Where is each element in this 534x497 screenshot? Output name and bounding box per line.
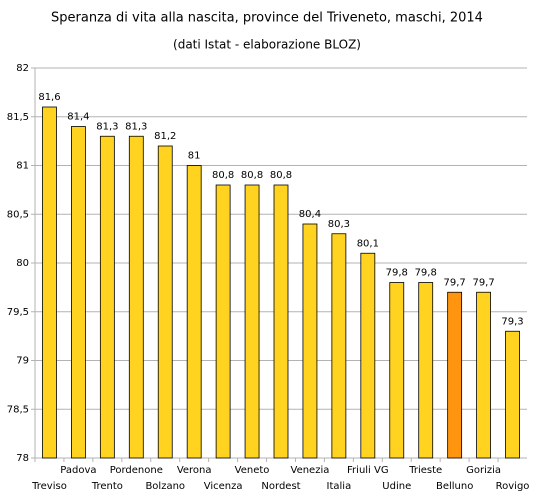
y-tick-label: 81 bbox=[16, 161, 29, 172]
value-label: 80,8 bbox=[212, 170, 234, 181]
bar bbox=[389, 282, 405, 459]
x-tick-label: Italia bbox=[327, 481, 352, 492]
bar bbox=[273, 184, 289, 459]
y-tick-label: 80,5 bbox=[7, 209, 29, 220]
value-label: 79,3 bbox=[501, 316, 523, 327]
bar bbox=[360, 252, 376, 459]
x-tick-label: Veneto bbox=[235, 465, 270, 476]
x-tick-label: Vicenza bbox=[204, 481, 243, 492]
bar bbox=[244, 184, 260, 459]
bar bbox=[128, 135, 144, 459]
bar bbox=[157, 145, 173, 459]
y-tick-label: 81,5 bbox=[7, 112, 29, 123]
x-tick-label: Venezia bbox=[291, 465, 330, 476]
chart-subtitle: (dati Istat - elaborazione BLOZ) bbox=[173, 38, 361, 52]
value-label: 80,4 bbox=[299, 209, 321, 220]
y-tick-label: 79 bbox=[16, 356, 29, 367]
value-label: 81 bbox=[188, 151, 201, 162]
value-label: 80,8 bbox=[241, 170, 263, 181]
y-tick-label: 79,5 bbox=[7, 307, 29, 318]
x-tick-label: Pordenone bbox=[110, 465, 163, 476]
bar bbox=[215, 184, 231, 459]
x-tick-label: Gorizia bbox=[466, 465, 501, 476]
value-label: 79,8 bbox=[386, 268, 408, 279]
chart-title: Speranza di vita alla nascita, province … bbox=[51, 11, 483, 26]
bar bbox=[42, 106, 57, 459]
value-label: 80,3 bbox=[328, 219, 350, 230]
value-label: 80,1 bbox=[357, 238, 379, 249]
bar bbox=[447, 291, 463, 459]
value-label: 81,3 bbox=[125, 121, 147, 132]
value-label: 81,4 bbox=[67, 112, 89, 123]
bar bbox=[476, 291, 491, 459]
y-tick-label: 78,5 bbox=[7, 404, 29, 415]
bar bbox=[71, 126, 86, 459]
bar bbox=[418, 282, 434, 459]
value-label: 79,7 bbox=[444, 277, 466, 288]
value-label: 79,7 bbox=[472, 277, 494, 288]
value-label: 81,3 bbox=[96, 121, 118, 132]
y-tick-label: 82 bbox=[16, 63, 29, 74]
bar bbox=[331, 233, 347, 459]
value-label: 81,6 bbox=[38, 92, 60, 103]
bar bbox=[505, 330, 520, 459]
y-tick-label: 80 bbox=[16, 258, 29, 269]
x-tick-label: Trieste bbox=[408, 465, 442, 476]
bar bbox=[99, 135, 115, 459]
x-tick-label: Verona bbox=[177, 465, 212, 476]
x-tick-label: Padova bbox=[60, 465, 96, 476]
x-tick-label: Nordest bbox=[261, 481, 300, 492]
x-tick-label: Treviso bbox=[31, 481, 67, 492]
value-label: 79,8 bbox=[415, 268, 437, 279]
x-tick-label: Belluno bbox=[436, 481, 473, 492]
bar bbox=[186, 165, 202, 459]
x-tick-label: Rovigo bbox=[496, 481, 530, 492]
value-label: 80,8 bbox=[270, 170, 292, 181]
y-tick-label: 78 bbox=[16, 453, 29, 464]
x-tick-label: Bolzano bbox=[145, 481, 185, 492]
value-label: 81,2 bbox=[154, 131, 176, 142]
bar bbox=[302, 223, 318, 459]
x-tick-label: Trento bbox=[91, 481, 123, 492]
x-tick-label: Udine bbox=[382, 481, 411, 492]
x-tick-label: Friuli VG bbox=[347, 465, 389, 476]
